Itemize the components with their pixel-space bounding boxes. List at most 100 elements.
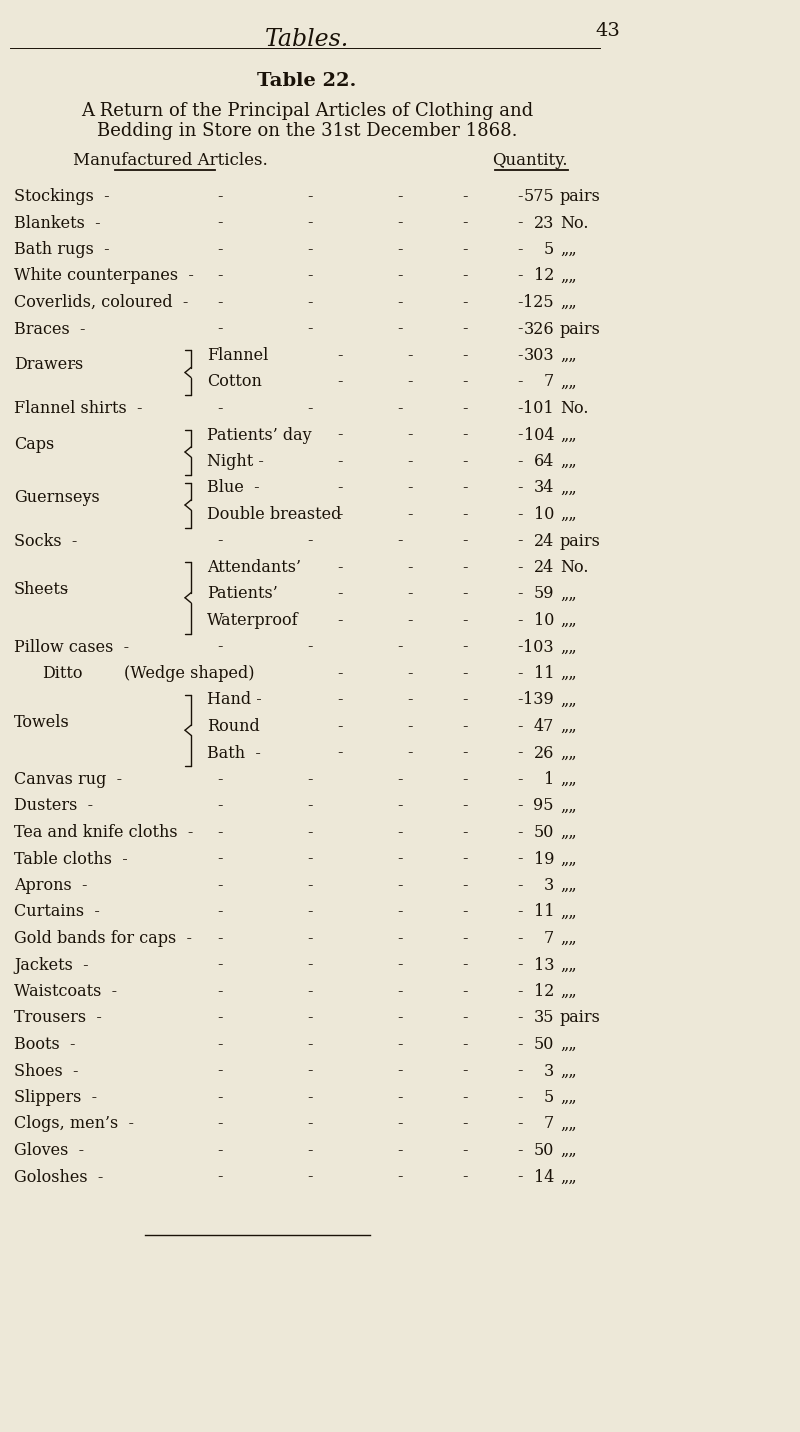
Text: No.: No. [560,400,589,417]
Text: pairs: pairs [560,321,601,338]
Text: -: - [518,745,522,762]
Text: 3: 3 [544,876,554,894]
Text: -: - [218,982,222,1000]
Text: -: - [518,321,522,338]
Text: -: - [307,1116,313,1133]
Text: Bath rugs  -: Bath rugs - [14,241,110,258]
Text: Drawers: Drawers [14,357,83,374]
Text: -: - [518,294,522,311]
Text: -: - [462,611,468,629]
Text: „„: „„ [560,294,577,311]
Text: -: - [70,357,75,374]
Text: -: - [218,1088,222,1106]
Text: -: - [307,770,313,788]
Text: 3: 3 [544,1063,554,1080]
Text: -: - [307,904,313,921]
Text: -: - [338,611,342,629]
Text: 19: 19 [534,851,554,868]
Text: -: - [398,851,402,868]
Text: 34: 34 [534,480,554,497]
Text: -: - [307,823,313,841]
Text: -: - [398,823,402,841]
Text: -: - [338,505,342,523]
Text: 23: 23 [534,215,554,232]
Text: -: - [338,692,342,709]
Text: 5: 5 [544,241,554,258]
Text: „„: „„ [560,1116,577,1133]
Text: -: - [307,188,313,205]
Text: Bath  -: Bath - [207,745,261,762]
Text: „„: „„ [560,770,577,788]
Text: Tables.: Tables. [265,29,349,52]
Text: -: - [398,294,402,311]
Text: „„: „„ [560,717,577,735]
Text: -: - [48,435,53,453]
Text: 7: 7 [544,1116,554,1133]
Text: pairs: pairs [560,1010,601,1027]
Text: -: - [398,1169,402,1186]
Text: Dusters  -: Dusters - [14,798,93,815]
Text: -: - [518,400,522,417]
Text: -: - [218,294,222,311]
Text: -: - [398,957,402,974]
Text: -: - [462,664,468,682]
Text: 43: 43 [595,21,620,40]
Text: -: - [398,1063,402,1080]
Text: „„: „„ [560,1088,577,1106]
Text: -: - [407,453,413,470]
Text: -: - [218,957,222,974]
Text: -: - [307,1063,313,1080]
Text: -: - [307,1088,313,1106]
Text: -: - [407,558,413,576]
Text: -: - [518,188,522,205]
Text: -: - [518,1063,522,1080]
Text: -: - [218,876,222,894]
Text: -: - [407,664,413,682]
Text: 50: 50 [534,1035,554,1053]
Text: -: - [518,453,522,470]
Text: -: - [518,798,522,815]
Text: Attendants’: Attendants’ [207,558,301,576]
Text: 11: 11 [534,904,554,921]
Text: 50: 50 [534,1141,554,1158]
Text: -: - [407,692,413,709]
Text: -: - [407,480,413,497]
Text: -: - [307,1141,313,1158]
Text: -: - [462,904,468,921]
Text: -: - [407,586,413,603]
Text: -: - [218,215,222,232]
Text: -: - [218,1010,222,1027]
Text: „„: „„ [560,268,577,285]
Text: „„: „„ [560,957,577,974]
Text: -: - [462,639,468,656]
Text: No.: No. [560,558,589,576]
Text: „„: „„ [560,664,577,682]
Text: -: - [462,505,468,523]
Text: -: - [218,770,222,788]
Text: -: - [398,770,402,788]
Text: -: - [518,929,522,947]
Text: „„: „„ [560,611,577,629]
Text: -: - [398,321,402,338]
Text: 12: 12 [534,982,554,1000]
Text: -: - [462,558,468,576]
Text: „„: „„ [560,982,577,1000]
Text: -: - [398,982,402,1000]
Text: 47: 47 [534,717,554,735]
Text: -: - [398,188,402,205]
Text: -: - [518,215,522,232]
Text: -: - [462,717,468,735]
Text: Gold bands for caps  -: Gold bands for caps - [14,929,192,947]
Text: 125: 125 [523,294,554,311]
Text: Guernseys: Guernseys [14,488,100,505]
Text: -: - [398,1116,402,1133]
Text: -: - [338,374,342,391]
Text: Hand -: Hand - [207,692,262,709]
Text: -: - [398,215,402,232]
Text: 7: 7 [544,929,554,947]
Text: -: - [518,851,522,868]
Text: 326: 326 [523,321,554,338]
Text: -: - [462,823,468,841]
Text: „„: „„ [560,904,577,921]
Text: -: - [462,374,468,391]
